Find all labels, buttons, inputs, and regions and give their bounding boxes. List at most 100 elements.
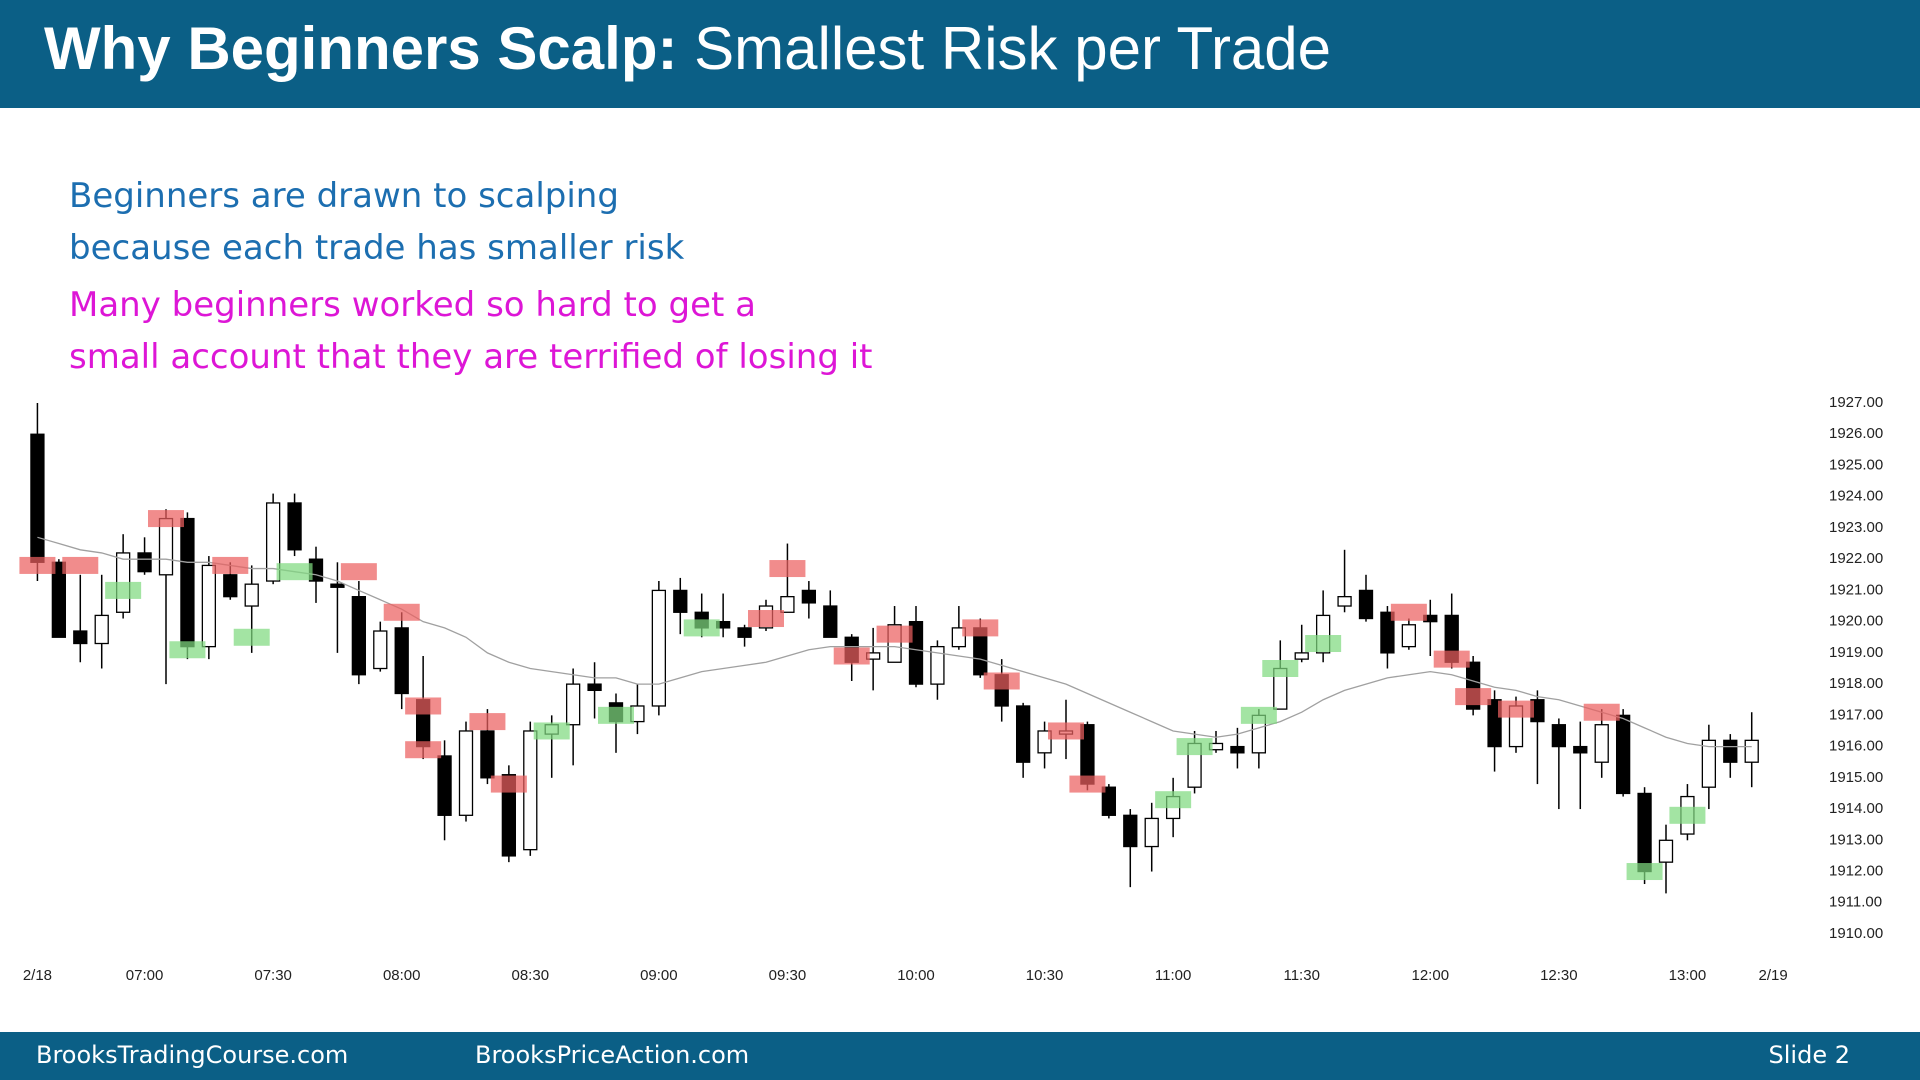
candle-body	[1337, 596, 1352, 607]
x-tick-label: 13:00	[1669, 967, 1707, 984]
y-tick-label: 1911.00	[1829, 894, 1882, 911]
x-tick-label: 10:30	[1026, 967, 1064, 984]
candle-body	[1637, 792, 1652, 873]
candle-body	[1358, 589, 1374, 620]
signal-box	[62, 556, 99, 574]
x-tick-label: 09:30	[769, 967, 807, 984]
signal-box	[533, 722, 570, 740]
header: Why Beginners Scalp: Smallest Risk per T…	[0, 0, 1920, 108]
signal-box	[490, 775, 527, 793]
candle-body	[1294, 652, 1309, 660]
candle-body	[908, 620, 924, 685]
y-tick-label: 1917.00	[1829, 706, 1883, 723]
signal-box	[383, 603, 420, 621]
candle-body	[1573, 745, 1588, 754]
candle-body	[137, 552, 152, 573]
candle-body	[1123, 814, 1138, 848]
signal-box	[405, 741, 442, 759]
signal-box	[405, 697, 442, 715]
signal-box	[469, 713, 506, 731]
candle-body	[265, 502, 281, 582]
candle-body	[1594, 724, 1609, 763]
x-tick-label: 10:00	[897, 967, 935, 984]
candle-body	[780, 596, 795, 613]
candle-body	[1744, 739, 1759, 763]
candle-body	[1658, 839, 1674, 863]
y-tick-label: 1925.00	[1829, 456, 1883, 473]
candle-body	[244, 583, 259, 607]
signal-box	[1433, 650, 1470, 668]
chart: 1910.00 1911.00 1912.00 1913.00 1914.00 1915.…	[19, 394, 1883, 984]
candle-body	[1015, 705, 1031, 763]
signal-box	[148, 510, 184, 528]
candle-body	[1144, 817, 1159, 848]
candle-body	[1380, 611, 1395, 654]
signal-box	[169, 641, 206, 659]
signal-box	[1583, 703, 1620, 721]
x-tick-label: 08:30	[512, 967, 550, 984]
text-line: small account that they are terrified of…	[69, 337, 873, 377]
candle-body	[737, 627, 752, 638]
y-tick-label: 1915.00	[1829, 769, 1883, 786]
candle-body	[565, 683, 581, 726]
x-tick-label: 2/19	[1759, 967, 1788, 984]
y-tick-label: 1919.00	[1829, 644, 1883, 661]
footer-right: Slide 2	[1768, 1041, 1850, 1069]
signal-box	[1390, 603, 1427, 621]
title-bold: Why Beginners Scalp:	[44, 15, 678, 82]
candle-body	[801, 589, 817, 604]
candle-body	[501, 774, 517, 857]
signal-box	[105, 581, 142, 599]
footer-left: BrooksTradingCourse.com	[36, 1041, 349, 1069]
y-tick-label: 1922.00	[1829, 550, 1883, 567]
signal-box	[1240, 706, 1277, 724]
x-tick-label: 12:00	[1412, 967, 1450, 984]
candle-body	[30, 433, 45, 563]
y-tick-label: 1912.00	[1829, 862, 1883, 879]
candle-body	[1230, 745, 1245, 754]
candle-body	[201, 564, 217, 648]
candle-body	[394, 627, 409, 695]
signal-box	[340, 563, 377, 581]
candle-body	[651, 589, 667, 707]
candle-body	[930, 645, 945, 685]
signal-box	[876, 625, 913, 643]
signal-box	[833, 647, 870, 665]
signal-box	[1262, 660, 1299, 677]
candle-body	[1615, 714, 1631, 795]
signal-box	[1155, 791, 1192, 809]
title-rest: Smallest Risk per Trade	[694, 15, 1332, 82]
x-tick-label: 07:30	[254, 967, 292, 984]
candle-body	[437, 755, 452, 816]
signal-box	[1626, 863, 1663, 881]
title: Why Beginners Scalp: Smallest Risk per T…	[44, 14, 1331, 83]
candle-body	[458, 730, 474, 816]
signal-box	[276, 563, 313, 581]
footer: BrooksTradingCourse.com BrooksPriceActio…	[0, 1032, 1920, 1080]
signal-box	[1669, 806, 1706, 824]
candle-body	[951, 627, 967, 648]
candle-body	[1723, 739, 1738, 763]
y-tick-label: 1923.00	[1829, 519, 1883, 536]
candle-body	[1551, 724, 1567, 748]
signal-box	[1048, 722, 1084, 740]
y-tick-label: 1926.00	[1829, 425, 1883, 442]
text-line: because each trade has smaller risk	[69, 228, 685, 268]
candle-body	[180, 517, 195, 648]
y-tick-label: 1918.00	[1829, 675, 1883, 692]
candle-body	[373, 630, 388, 670]
signal-box	[748, 610, 784, 628]
candle-body	[1037, 730, 1052, 754]
candle-body	[1401, 624, 1417, 648]
y-tick-label: 1920.00	[1829, 613, 1883, 630]
y-tick-label: 1913.00	[1829, 831, 1883, 848]
candle-body	[1101, 786, 1117, 816]
candle-body	[223, 574, 238, 598]
signal-box	[212, 556, 249, 574]
candle-body	[73, 630, 88, 645]
x-tick-label: 12:30	[1540, 967, 1578, 984]
signal-box	[233, 628, 270, 646]
signal-box	[1498, 700, 1534, 718]
x-tick-label: 07:00	[126, 967, 164, 984]
signal-box	[1455, 688, 1492, 706]
